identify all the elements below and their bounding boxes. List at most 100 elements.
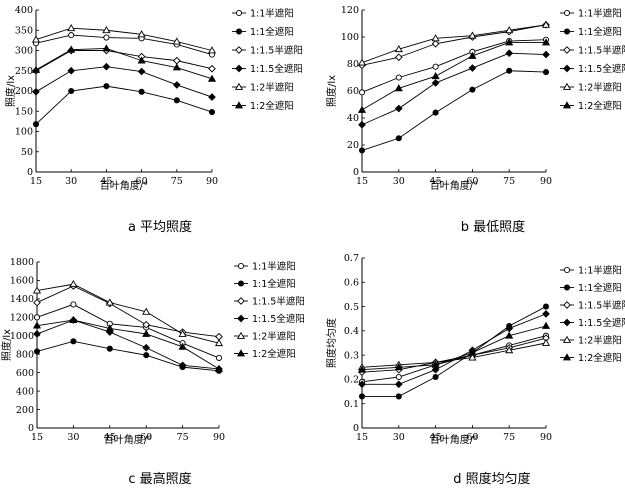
y-tick-label: 1200 <box>10 313 34 324</box>
data-point <box>33 330 41 338</box>
data-point <box>33 298 41 307</box>
x-tick-label: 90 <box>213 432 225 443</box>
series-line <box>361 342 547 368</box>
series-6 <box>32 315 224 372</box>
data-point <box>70 338 77 345</box>
legend-marker <box>235 46 243 54</box>
legend-entry: 1:1全遮阳 <box>232 26 294 38</box>
data-point <box>432 109 439 116</box>
series-line <box>36 319 220 370</box>
data-point <box>468 64 477 72</box>
y-tick-label: 600 <box>16 368 34 379</box>
data-point <box>143 352 150 359</box>
y-tick-label: 300 <box>15 46 33 57</box>
legend-label: 1:1全遮阳 <box>252 278 296 290</box>
series-line <box>362 313 547 385</box>
data-point <box>505 26 514 34</box>
legend-entry: 1:1半遮阳 <box>234 261 296 273</box>
data-point <box>541 38 551 46</box>
legend-label: 1:1.5半遮阳 <box>252 296 305 308</box>
series-4 <box>358 310 550 389</box>
legend-entry: 1:1半遮阳 <box>232 8 294 20</box>
data-point <box>505 38 514 46</box>
data-point <box>102 44 111 52</box>
y-tick-label: 1000 <box>10 331 34 342</box>
legend-label: 1:1.5半遮阳 <box>250 45 303 57</box>
y-tick-label: 0.1 <box>344 399 359 410</box>
chart-caption: a 平均照度 <box>128 219 192 235</box>
data-point <box>33 314 41 321</box>
data-point <box>142 320 151 329</box>
data-point <box>32 87 40 96</box>
series-line <box>36 319 220 370</box>
data-point <box>142 343 151 352</box>
y-axis-label: 照度/lx <box>4 75 17 107</box>
x-tick-label: 60 <box>466 432 478 443</box>
data-point <box>357 105 367 113</box>
y-tick-label: 0.3 <box>344 350 359 361</box>
data-point <box>178 361 187 370</box>
legend-entry: 1:2半遮阳 <box>234 331 296 343</box>
legend-marker <box>563 9 571 17</box>
x-tick-label: 30 <box>67 432 79 443</box>
legend-label: 1:2半遮阳 <box>250 82 294 94</box>
series-3 <box>358 334 550 376</box>
data-point <box>33 348 41 355</box>
data-point <box>431 79 440 87</box>
data-point <box>431 71 440 80</box>
data-point <box>67 66 76 75</box>
legend-marker <box>563 284 571 291</box>
data-point <box>394 363 403 371</box>
series-6 <box>31 44 217 82</box>
data-point <box>358 89 366 96</box>
legend-marker <box>562 353 572 361</box>
data-point <box>102 62 111 71</box>
data-point <box>542 50 550 59</box>
data-point <box>67 24 76 32</box>
data-point <box>67 45 76 53</box>
data-point <box>173 97 180 104</box>
series-line <box>361 24 547 66</box>
series-2 <box>32 83 216 128</box>
data-point <box>215 332 223 341</box>
y-tick-label: 0.4 <box>344 326 359 337</box>
data-point <box>214 338 224 347</box>
legend-marker <box>563 266 571 274</box>
data-point <box>137 56 146 64</box>
legend-marker <box>563 64 571 73</box>
y-axis-label: 照度均匀度 <box>325 318 338 368</box>
legend-entry: 1:1半遮阳 <box>560 8 622 20</box>
x-tick-label: 30 <box>393 432 405 443</box>
data-point <box>394 380 403 389</box>
data-point <box>103 34 110 41</box>
legend-marker <box>563 46 571 54</box>
data-point <box>358 120 366 129</box>
data-point <box>207 46 217 54</box>
y-tick-label: 1400 <box>10 294 34 305</box>
series-line <box>361 41 546 111</box>
data-point <box>105 298 114 306</box>
data-point <box>395 74 402 81</box>
legend-marker <box>562 335 572 343</box>
legend-label: 1:2全遮阳 <box>578 352 622 364</box>
chart-panel-b: 0 20 40 60 80 100 120 15 30 45 60 75 90 百叶角度/° 照度/lx 1:… <box>325 5 625 235</box>
data-point <box>541 321 551 329</box>
series-5 <box>32 279 224 347</box>
series-line <box>361 70 547 151</box>
series-4 <box>358 49 550 129</box>
x-tick-label: 45 <box>100 176 112 187</box>
data-point <box>394 53 403 62</box>
x-tick-label: 15 <box>356 432 368 443</box>
series-2 <box>358 67 550 154</box>
data-point <box>32 321 42 329</box>
series-5 <box>31 24 217 54</box>
y-tick-label: 800 <box>16 349 34 360</box>
data-point <box>142 307 151 315</box>
data-point <box>102 26 111 34</box>
legend-entry: 1:2全遮阳 <box>232 100 294 112</box>
legend-entry: 1:1.5全遮阳 <box>234 313 305 325</box>
legend-label: 1:2半遮阳 <box>578 335 622 347</box>
data-point <box>208 64 216 73</box>
data-point <box>172 63 181 71</box>
